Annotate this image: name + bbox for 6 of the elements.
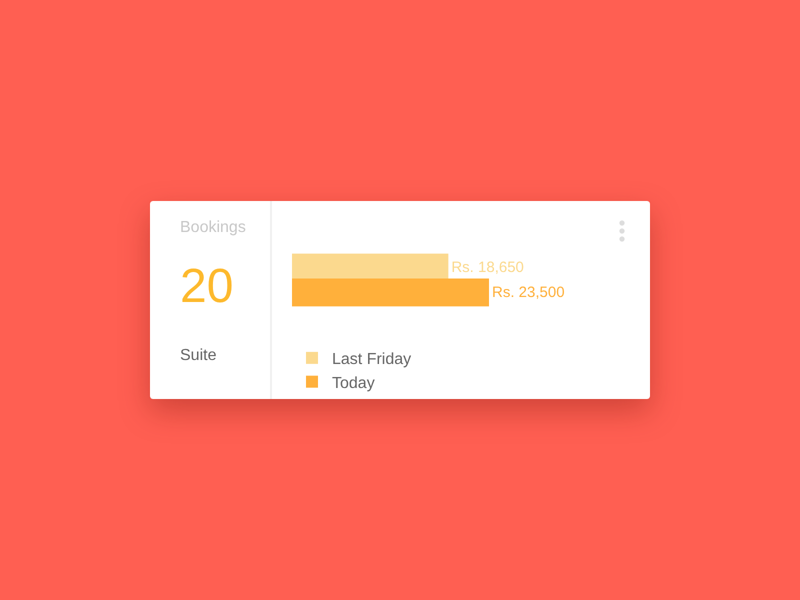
data-label: Rs. 23,500 [492,284,565,301]
data-label: Rs. 18,650 [451,259,524,276]
legend-label: Last Friday [332,351,412,368]
text: 20 [180,259,234,314]
text: Suite [180,347,216,365]
legend-label: Today [332,374,375,392]
